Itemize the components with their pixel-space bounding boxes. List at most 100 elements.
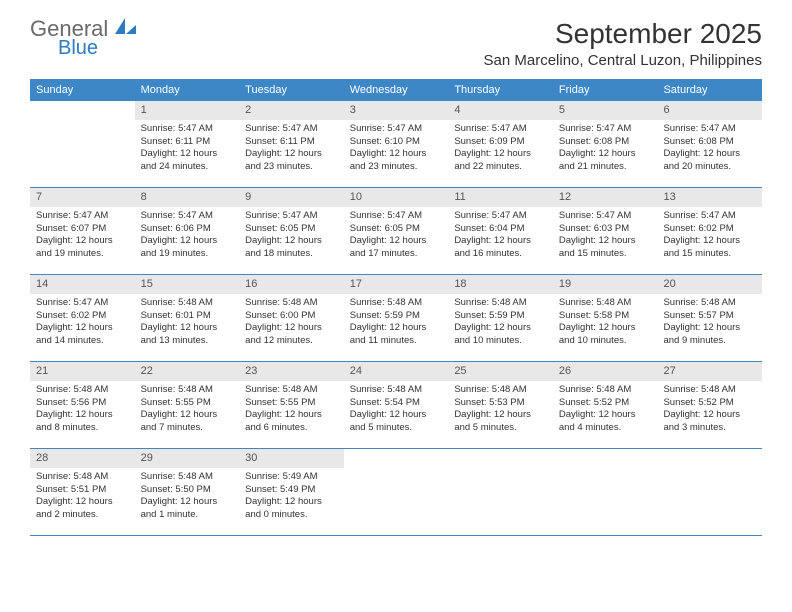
daylight-text: Daylight: 12 hours and 5 minutes. xyxy=(350,409,443,435)
calendar-cell: 3Sunrise: 5:47 AMSunset: 6:10 PMDaylight… xyxy=(344,101,449,187)
sunset-text: Sunset: 6:09 PM xyxy=(454,136,547,149)
sunset-text: Sunset: 5:55 PM xyxy=(141,397,234,410)
calendar-cell: 24Sunrise: 5:48 AMSunset: 5:54 PMDayligh… xyxy=(344,362,449,448)
cell-body: Sunrise: 5:47 AMSunset: 6:04 PMDaylight:… xyxy=(448,207,553,267)
daylight-text: Daylight: 12 hours and 19 minutes. xyxy=(36,235,129,261)
sunrise-text: Sunrise: 5:47 AM xyxy=(141,123,234,136)
daylight-text: Daylight: 12 hours and 17 minutes. xyxy=(350,235,443,261)
header: General Blue September 2025 San Marcelin… xyxy=(30,18,762,69)
sunset-text: Sunset: 5:53 PM xyxy=(454,397,547,410)
calendar-cell: 18Sunrise: 5:48 AMSunset: 5:59 PMDayligh… xyxy=(448,275,553,361)
day-number: 12 xyxy=(553,188,658,207)
cell-body: Sunrise: 5:47 AMSunset: 6:08 PMDaylight:… xyxy=(657,120,762,180)
sunset-text: Sunset: 5:55 PM xyxy=(245,397,338,410)
day-number: 16 xyxy=(239,275,344,294)
daylight-text: Daylight: 12 hours and 0 minutes. xyxy=(245,496,338,522)
sunrise-text: Sunrise: 5:48 AM xyxy=(454,297,547,310)
calendar-cell: 26Sunrise: 5:48 AMSunset: 5:52 PMDayligh… xyxy=(553,362,658,448)
cell-body: Sunrise: 5:48 AMSunset: 5:51 PMDaylight:… xyxy=(30,468,135,528)
daylight-text: Daylight: 12 hours and 19 minutes. xyxy=(141,235,234,261)
daylight-text: Daylight: 12 hours and 2 minutes. xyxy=(36,496,129,522)
day-number: 9 xyxy=(239,188,344,207)
cell-body: Sunrise: 5:48 AMSunset: 5:56 PMDaylight:… xyxy=(30,381,135,441)
sunset-text: Sunset: 6:08 PM xyxy=(559,136,652,149)
sunrise-text: Sunrise: 5:47 AM xyxy=(350,210,443,223)
calendar-cell: 12Sunrise: 5:47 AMSunset: 6:03 PMDayligh… xyxy=(553,188,658,274)
calendar-cell xyxy=(553,449,658,535)
cell-body: Sunrise: 5:48 AMSunset: 5:50 PMDaylight:… xyxy=(135,468,240,528)
sunrise-text: Sunrise: 5:47 AM xyxy=(454,123,547,136)
sunrise-text: Sunrise: 5:47 AM xyxy=(245,210,338,223)
calendar-cell: 25Sunrise: 5:48 AMSunset: 5:53 PMDayligh… xyxy=(448,362,553,448)
cell-body: Sunrise: 5:48 AMSunset: 5:57 PMDaylight:… xyxy=(657,294,762,354)
day-number: 17 xyxy=(344,275,449,294)
cell-body: Sunrise: 5:48 AMSunset: 5:53 PMDaylight:… xyxy=(448,381,553,441)
day-number: 19 xyxy=(553,275,658,294)
sunrise-text: Sunrise: 5:49 AM xyxy=(245,471,338,484)
day-number: 23 xyxy=(239,362,344,381)
daylight-text: Daylight: 12 hours and 15 minutes. xyxy=(559,235,652,261)
sunset-text: Sunset: 5:56 PM xyxy=(36,397,129,410)
cell-body: Sunrise: 5:48 AMSunset: 5:52 PMDaylight:… xyxy=(657,381,762,441)
sunset-text: Sunset: 5:52 PM xyxy=(559,397,652,410)
day-number: 25 xyxy=(448,362,553,381)
daylight-text: Daylight: 12 hours and 6 minutes. xyxy=(245,409,338,435)
daylight-text: Daylight: 12 hours and 11 minutes. xyxy=(350,322,443,348)
calendar-cell: 11Sunrise: 5:47 AMSunset: 6:04 PMDayligh… xyxy=(448,188,553,274)
cell-body: Sunrise: 5:48 AMSunset: 6:01 PMDaylight:… xyxy=(135,294,240,354)
calendar-cell: 30Sunrise: 5:49 AMSunset: 5:49 PMDayligh… xyxy=(239,449,344,535)
calendar-week: 7Sunrise: 5:47 AMSunset: 6:07 PMDaylight… xyxy=(30,188,762,275)
calendar-cell: 20Sunrise: 5:48 AMSunset: 5:57 PMDayligh… xyxy=(657,275,762,361)
sunset-text: Sunset: 5:54 PM xyxy=(350,397,443,410)
calendar-week: 1Sunrise: 5:47 AMSunset: 6:11 PMDaylight… xyxy=(30,101,762,188)
daylight-text: Daylight: 12 hours and 23 minutes. xyxy=(350,148,443,174)
cell-body: Sunrise: 5:47 AMSunset: 6:05 PMDaylight:… xyxy=(239,207,344,267)
calendar-week: 28Sunrise: 5:48 AMSunset: 5:51 PMDayligh… xyxy=(30,449,762,536)
day-number: 15 xyxy=(135,275,240,294)
daylight-text: Daylight: 12 hours and 16 minutes. xyxy=(454,235,547,261)
calendar-cell: 19Sunrise: 5:48 AMSunset: 5:58 PMDayligh… xyxy=(553,275,658,361)
sunrise-text: Sunrise: 5:47 AM xyxy=(350,123,443,136)
calendar-cell xyxy=(344,449,449,535)
sunrise-text: Sunrise: 5:47 AM xyxy=(36,210,129,223)
calendar-cell: 21Sunrise: 5:48 AMSunset: 5:56 PMDayligh… xyxy=(30,362,135,448)
sunrise-text: Sunrise: 5:47 AM xyxy=(663,210,756,223)
calendar-grid: 1Sunrise: 5:47 AMSunset: 6:11 PMDaylight… xyxy=(30,101,762,536)
calendar-cell: 2Sunrise: 5:47 AMSunset: 6:11 PMDaylight… xyxy=(239,101,344,187)
calendar-cell: 10Sunrise: 5:47 AMSunset: 6:05 PMDayligh… xyxy=(344,188,449,274)
daylight-text: Daylight: 12 hours and 5 minutes. xyxy=(454,409,547,435)
cell-body: Sunrise: 5:48 AMSunset: 5:59 PMDaylight:… xyxy=(448,294,553,354)
sunset-text: Sunset: 5:59 PM xyxy=(350,310,443,323)
logo-sail-icon xyxy=(115,23,137,40)
sunset-text: Sunset: 6:00 PM xyxy=(245,310,338,323)
day-number: 14 xyxy=(30,275,135,294)
calendar-cell: 15Sunrise: 5:48 AMSunset: 6:01 PMDayligh… xyxy=(135,275,240,361)
sunset-text: Sunset: 5:51 PM xyxy=(36,484,129,497)
weekday-label: Wednesday xyxy=(344,79,449,101)
cell-body: Sunrise: 5:47 AMSunset: 6:07 PMDaylight:… xyxy=(30,207,135,267)
cell-body: Sunrise: 5:47 AMSunset: 6:02 PMDaylight:… xyxy=(657,207,762,267)
daylight-text: Daylight: 12 hours and 3 minutes. xyxy=(663,409,756,435)
day-number: 18 xyxy=(448,275,553,294)
sunrise-text: Sunrise: 5:48 AM xyxy=(245,297,338,310)
weekday-label: Friday xyxy=(553,79,658,101)
day-number: 8 xyxy=(135,188,240,207)
cell-body: Sunrise: 5:47 AMSunset: 6:06 PMDaylight:… xyxy=(135,207,240,267)
location-subtitle: San Marcelino, Central Luzon, Philippine… xyxy=(484,52,763,69)
cell-body: Sunrise: 5:47 AMSunset: 6:11 PMDaylight:… xyxy=(135,120,240,180)
cell-body: Sunrise: 5:47 AMSunset: 6:02 PMDaylight:… xyxy=(30,294,135,354)
sunrise-text: Sunrise: 5:48 AM xyxy=(559,297,652,310)
sunset-text: Sunset: 5:49 PM xyxy=(245,484,338,497)
sunset-text: Sunset: 6:07 PM xyxy=(36,223,129,236)
sunset-text: Sunset: 6:05 PM xyxy=(350,223,443,236)
daylight-text: Daylight: 12 hours and 24 minutes. xyxy=(141,148,234,174)
daylight-text: Daylight: 12 hours and 20 minutes. xyxy=(663,148,756,174)
sunrise-text: Sunrise: 5:47 AM xyxy=(559,123,652,136)
weekday-label: Monday xyxy=(135,79,240,101)
cell-body: Sunrise: 5:47 AMSunset: 6:09 PMDaylight:… xyxy=(448,120,553,180)
cell-body: Sunrise: 5:47 AMSunset: 6:05 PMDaylight:… xyxy=(344,207,449,267)
sunset-text: Sunset: 6:02 PM xyxy=(663,223,756,236)
day-number: 2 xyxy=(239,101,344,120)
title-block: September 2025 San Marcelino, Central Lu… xyxy=(484,18,763,69)
calendar-week: 21Sunrise: 5:48 AMSunset: 5:56 PMDayligh… xyxy=(30,362,762,449)
